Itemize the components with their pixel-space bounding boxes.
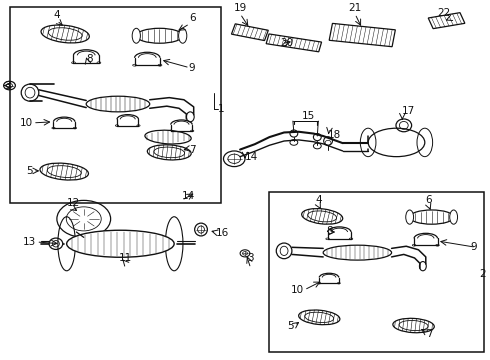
Ellipse shape: [393, 318, 434, 333]
Polygon shape: [329, 23, 395, 47]
Polygon shape: [231, 24, 269, 41]
Ellipse shape: [178, 28, 187, 43]
Text: 14: 14: [181, 191, 195, 201]
Text: 8: 8: [86, 54, 93, 64]
Text: 3: 3: [4, 81, 11, 90]
Ellipse shape: [136, 28, 183, 43]
Text: 10: 10: [19, 118, 32, 128]
Text: 6: 6: [425, 195, 432, 204]
Text: 5: 5: [26, 166, 32, 176]
Text: 9: 9: [189, 63, 196, 73]
Text: 7: 7: [189, 144, 196, 154]
Ellipse shape: [147, 145, 191, 160]
Ellipse shape: [41, 25, 89, 43]
Text: 8: 8: [326, 226, 333, 236]
Ellipse shape: [145, 130, 191, 144]
Text: 21: 21: [348, 3, 362, 13]
Text: 10: 10: [291, 285, 304, 295]
Text: 3: 3: [247, 253, 254, 263]
Ellipse shape: [406, 210, 414, 224]
Text: 7: 7: [426, 329, 432, 339]
Text: 17: 17: [401, 106, 415, 116]
Text: 14: 14: [245, 152, 258, 162]
Text: 11: 11: [119, 253, 132, 263]
Text: 4: 4: [53, 10, 60, 20]
Text: 4: 4: [315, 195, 321, 204]
Text: 2: 2: [479, 269, 486, 279]
Text: 13: 13: [23, 237, 36, 247]
Bar: [10, 7, 220, 203]
Ellipse shape: [450, 210, 458, 224]
Text: 6: 6: [189, 13, 196, 23]
Ellipse shape: [299, 310, 340, 325]
Ellipse shape: [302, 208, 343, 224]
Ellipse shape: [410, 210, 454, 224]
Text: 19: 19: [234, 3, 247, 13]
Ellipse shape: [86, 96, 150, 112]
Text: 20: 20: [280, 38, 294, 48]
Ellipse shape: [132, 28, 141, 43]
Text: 18: 18: [328, 130, 342, 140]
Polygon shape: [266, 34, 321, 52]
Text: 1: 1: [218, 104, 225, 114]
Text: 15: 15: [302, 111, 315, 121]
Ellipse shape: [40, 163, 89, 180]
Text: 5: 5: [287, 320, 294, 330]
Text: 16: 16: [216, 228, 229, 238]
Text: 22: 22: [437, 8, 450, 18]
Ellipse shape: [323, 245, 392, 260]
Polygon shape: [428, 13, 465, 29]
Text: 9: 9: [470, 242, 477, 252]
Text: 12: 12: [66, 198, 80, 208]
Ellipse shape: [67, 230, 174, 257]
Bar: [270, 192, 485, 352]
